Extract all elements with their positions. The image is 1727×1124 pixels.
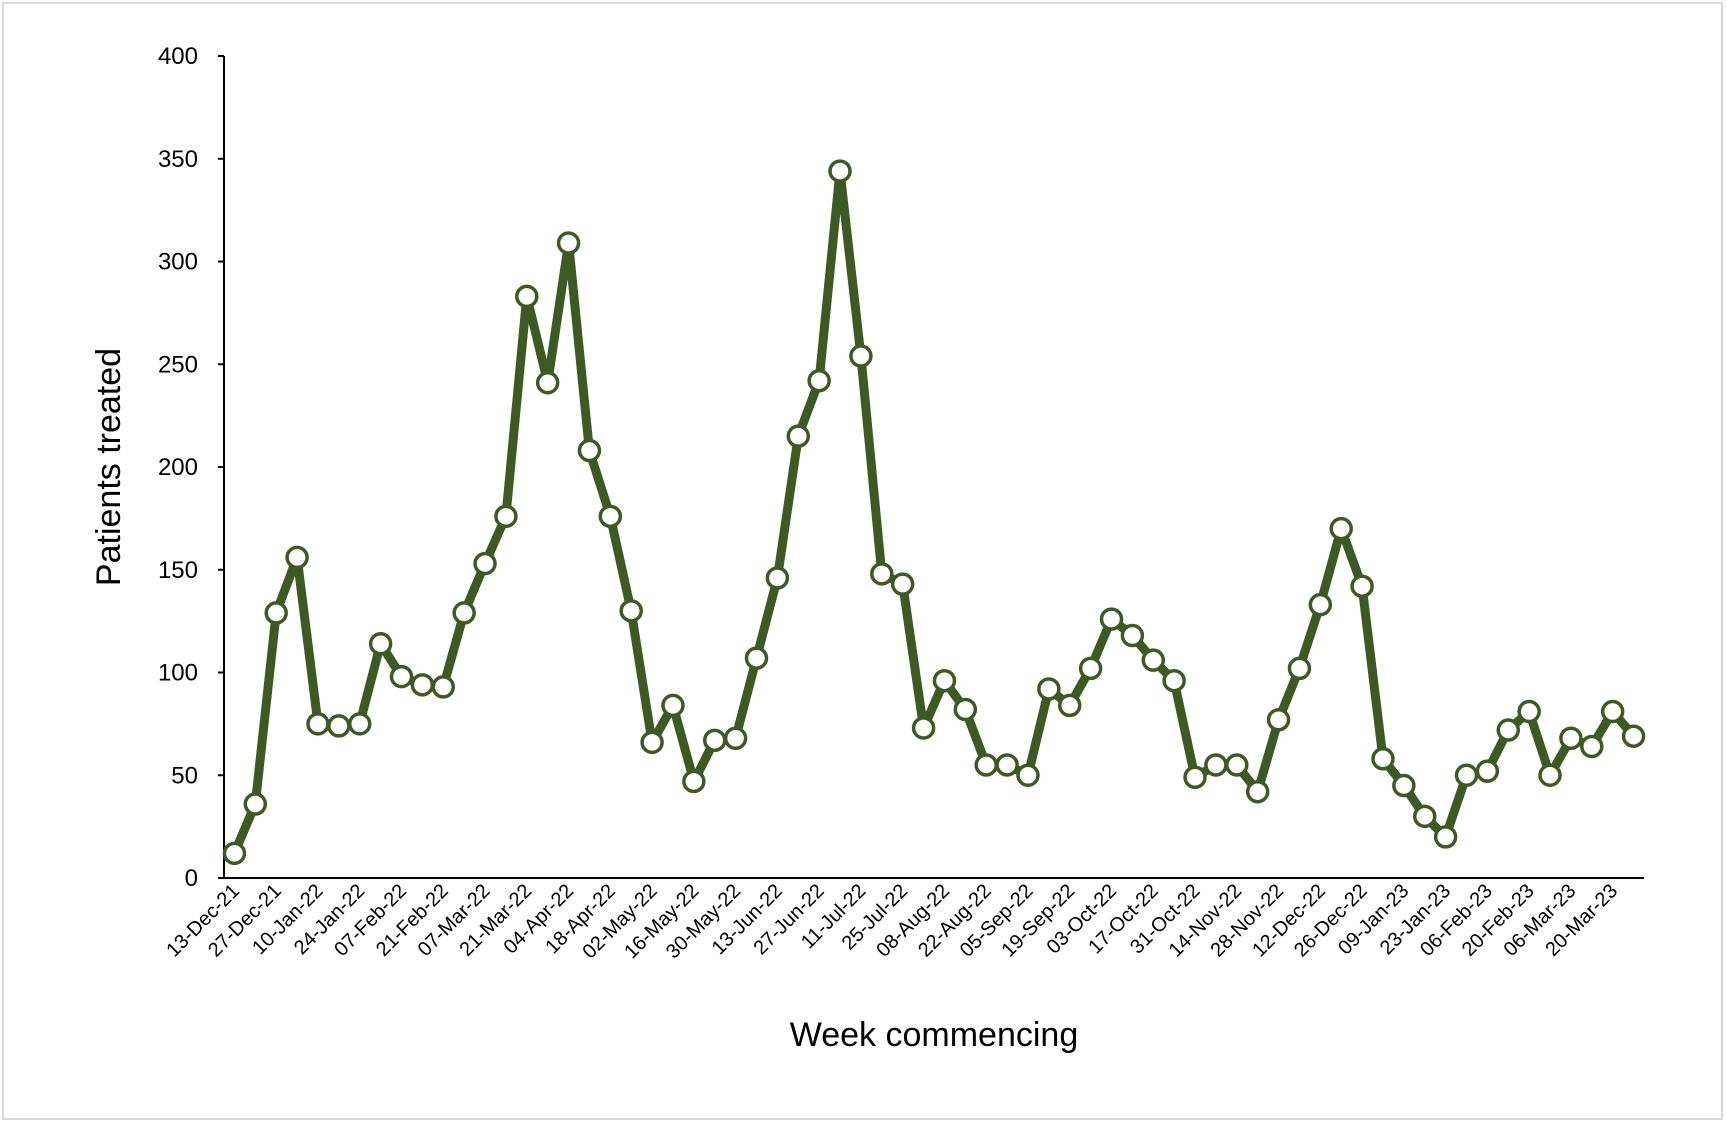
- data-point: [1538, 763, 1562, 787]
- data-point: [515, 284, 539, 309]
- data-point: [1183, 765, 1207, 790]
- data-point: [1057, 693, 1082, 718]
- data-point: [932, 668, 957, 693]
- data-point: [264, 601, 288, 625]
- data-point: [389, 664, 414, 689]
- data-point: [1559, 726, 1583, 751]
- data-point: [431, 675, 456, 699]
- y-tick-label: 250: [158, 351, 198, 378]
- data-point: [1120, 623, 1145, 648]
- data-point: [953, 697, 978, 722]
- data-point: [1287, 656, 1312, 681]
- data-point: [828, 159, 852, 183]
- series-line: [229, 166, 1639, 858]
- data-point: [995, 753, 1019, 777]
- data-point: [1454, 763, 1479, 787]
- data-point: [1350, 574, 1374, 598]
- x-axis-title: Week commencing: [790, 1016, 1079, 1054]
- data-point: [556, 231, 581, 255]
- data-point: [1475, 759, 1500, 783]
- data-point: [285, 545, 309, 570]
- data-point: [1225, 753, 1249, 777]
- data-point: [535, 370, 560, 395]
- data-point: [1496, 718, 1521, 742]
- data-point: [1580, 734, 1604, 759]
- data-point: [327, 714, 351, 738]
- y-tick-label: 400: [158, 43, 198, 70]
- data-point: [473, 551, 497, 576]
- y-tick-label: 50: [171, 762, 198, 789]
- data-point: [410, 673, 435, 697]
- data-point: [870, 562, 894, 586]
- data-point: [1016, 763, 1040, 787]
- y-tick-label: 350: [158, 146, 198, 173]
- data-point: [598, 504, 623, 529]
- data-point: [1162, 668, 1186, 693]
- data-point: [1266, 708, 1291, 732]
- data-point: [682, 769, 706, 794]
- data-point: [1433, 825, 1458, 849]
- data-point: [744, 646, 769, 670]
- data-point: [1329, 516, 1353, 541]
- line-chart: 0 50 100 150 200 250 300 350 400 13-Dec-2127-Dec…: [90, 43, 1646, 1054]
- data-point: [1099, 607, 1124, 631]
- data-point: [974, 753, 998, 777]
- data-point: [849, 344, 873, 368]
- data-point: [1078, 656, 1103, 681]
- data-point: [1204, 753, 1228, 777]
- data-point: [1412, 804, 1437, 829]
- data-point: [765, 566, 790, 590]
- data-point: [1245, 779, 1270, 804]
- data-point: [619, 599, 643, 623]
- data-point: [786, 424, 811, 448]
- data-point: [1600, 699, 1625, 724]
- data-point: [494, 504, 518, 529]
- data-point: [1308, 592, 1333, 617]
- data-point: [1371, 747, 1395, 771]
- data-point: [890, 572, 915, 596]
- data-point: [222, 841, 247, 866]
- data-point: [452, 601, 476, 625]
- data-point: [1141, 648, 1166, 672]
- y-axis-title: Patients treated: [90, 348, 128, 586]
- y-tick-label: 0: [185, 865, 198, 892]
- y-tick-label: 300: [158, 249, 198, 276]
- y-tick-label: 200: [158, 454, 198, 481]
- data-point: [702, 728, 727, 753]
- data-point: [1621, 724, 1646, 748]
- data-point: [911, 716, 936, 740]
- y-axis-ticks: 0 50 100 150 200 250 300 350 400: [158, 43, 224, 892]
- data-point: [306, 712, 330, 736]
- x-axis-tick-labels: 13-Dec-2127-Dec-2110-Jan-2224-Jan-2207-F…: [162, 880, 1622, 963]
- data-point: [243, 792, 268, 816]
- data-point-markers: [222, 159, 1646, 866]
- y-tick-label: 100: [158, 660, 198, 687]
- data-point: [368, 631, 393, 656]
- data-point: [1517, 699, 1541, 724]
- data-point: [640, 730, 664, 755]
- data-point: [723, 726, 748, 751]
- data-point: [661, 693, 685, 718]
- data-point: [347, 712, 372, 736]
- y-tick-label: 150: [158, 557, 198, 584]
- data-point: [1037, 677, 1061, 701]
- data-point: [1392, 773, 1416, 798]
- data-point: [577, 438, 602, 463]
- data-point: [807, 368, 831, 393]
